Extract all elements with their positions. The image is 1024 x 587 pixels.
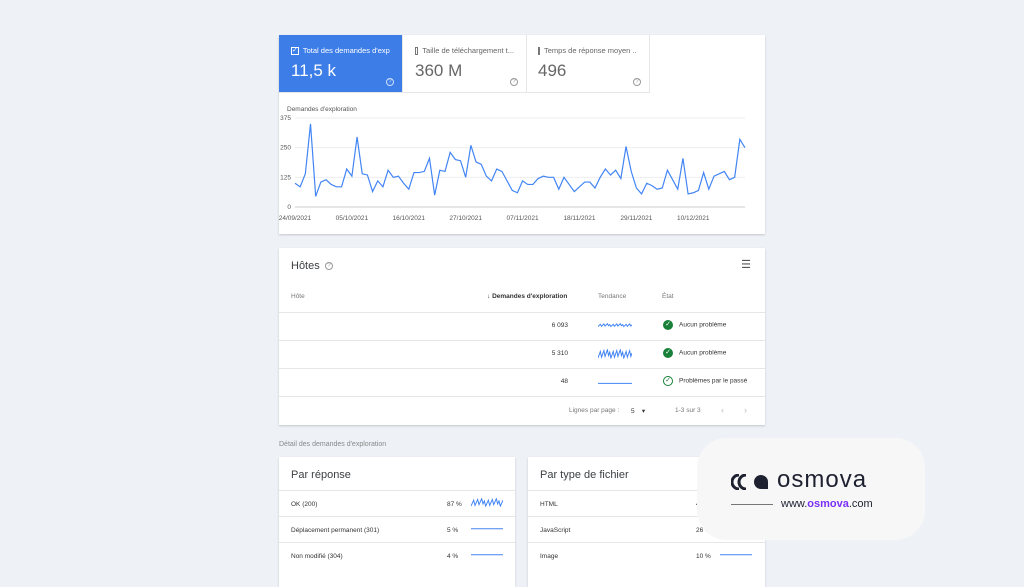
metric-download-size[interactable]: Taille de téléchargement t... 360 M ? [403, 35, 527, 93]
request-count: 6 093 [552, 322, 568, 329]
help-icon[interactable]: ? [510, 78, 518, 86]
pagination: Lignes par page : 5 ▾ 1-3 sur 3 ‹ › [279, 396, 765, 424]
checkbox-icon[interactable] [415, 47, 418, 55]
col-trend: Tendance [598, 293, 626, 300]
osmova-logo-icon [731, 474, 769, 490]
chart-title: Demandes d'exploration [287, 106, 357, 113]
by-response-card: Par réponse OK (200) 87 % Déplacement perm… [279, 457, 515, 587]
trend-sparkline [471, 524, 503, 530]
trend-sparkline [720, 550, 752, 556]
row-label: Non modifié (304) [291, 553, 343, 560]
checkbox-icon[interactable] [538, 47, 540, 55]
x-tick-label: 18/11/2021 [563, 215, 595, 222]
status-text: Aucun problème [679, 350, 726, 357]
rows-per-page-label: Lignes par page : [569, 407, 619, 414]
page-range: 1-3 sur 3 [675, 407, 701, 414]
x-tick-label: 07/11/2021 [507, 215, 539, 222]
x-tick-label: 29/11/2021 [620, 215, 652, 222]
row-label: HTML [540, 501, 558, 508]
check-circle-icon: ✓ [663, 376, 673, 386]
crawl-stats-card: ✓ Total des demandes d'expl... 11,5 k ? T… [279, 35, 765, 234]
breakdown-row[interactable]: Image 10 % [528, 542, 765, 568]
metric-label: Taille de téléchargement t... [422, 46, 514, 55]
trend-sparkline [471, 498, 503, 507]
col-requests[interactable]: ↓ Demandes d'exploration [487, 293, 567, 300]
breakdown-row[interactable]: Déplacement permanent (301) 5 % [279, 516, 515, 542]
row-percent: 10 % [696, 553, 711, 560]
filter-icon[interactable]: ☰ [741, 258, 751, 271]
metric-response-time[interactable]: Temps de réponse moyen ... 496 ? [526, 35, 650, 93]
breakdown-row[interactable]: Non modifié (304) 4 % [279, 542, 515, 568]
trend-sparkline [598, 349, 632, 359]
card-title: Par type de fichier [540, 469, 629, 481]
metric-value: 496 [538, 61, 637, 81]
table-row[interactable]: 5 310 ✓ Aucun problème [279, 340, 765, 368]
x-tick-label: 27/10/2021 [449, 215, 482, 222]
row-label: Image [540, 553, 558, 560]
metric-value: 11,5 k [291, 61, 390, 81]
row-percent: 4 % [447, 553, 458, 560]
logo-url: www.osmova.com [781, 498, 873, 510]
y-tick-label: 250 [280, 145, 291, 152]
y-tick-label: 125 [280, 174, 291, 181]
metric-total-requests[interactable]: ✓ Total des demandes d'expl... 11,5 k ? [279, 35, 403, 93]
trend-sparkline [598, 321, 632, 329]
hosts-card: Hôtes ? ☰ Hôte ↓ Demandes d'exploration … [279, 248, 765, 425]
trend-sparkline [471, 550, 503, 556]
rows-per-page-select[interactable]: 5 ▾ [631, 407, 645, 415]
prev-page-icon[interactable]: ‹ [721, 405, 724, 415]
card-title: Par réponse [291, 469, 351, 481]
metric-label: Temps de réponse moyen ... [544, 46, 637, 55]
logo-text: osmova [777, 466, 867, 494]
request-count: 48 [561, 378, 568, 385]
check-circle-icon: ✓ [663, 348, 673, 358]
y-tick-label: 375 [280, 115, 291, 122]
table-row[interactable]: 6 093 ✓ Aucun problème [279, 312, 765, 340]
breakdown-row[interactable]: OK (200) 87 % [279, 490, 515, 516]
x-tick-label: 24/09/2021 [279, 215, 312, 222]
row-percent: 5 % [447, 527, 458, 534]
status-text: Aucun problème [679, 322, 726, 329]
checkbox-checked-icon[interactable]: ✓ [291, 47, 299, 55]
request-count: 5 310 [552, 350, 568, 357]
hosts-title: Hôtes [291, 260, 320, 272]
row-label: Déplacement permanent (301) [291, 527, 379, 534]
row-label: JavaScript [540, 527, 570, 534]
help-icon[interactable]: ? [633, 78, 641, 86]
osmova-logo-overlay: osmova www.osmova.com [697, 438, 925, 540]
check-circle-icon: ✓ [663, 320, 673, 330]
divider [731, 504, 773, 505]
y-tick-label: 0 [287, 204, 291, 211]
x-tick-label: 05/10/2021 [336, 215, 369, 222]
crawl-requests-chart: Demandes d'exploration 0 125 250 375 24/09/2… [279, 95, 765, 234]
help-icon[interactable]: ? [386, 78, 394, 86]
trend-sparkline [598, 377, 632, 385]
next-page-icon[interactable]: › [744, 405, 747, 415]
table-row[interactable]: 48 ✓ Problèmes par le passé [279, 368, 765, 396]
col-host: Hôte [291, 293, 305, 300]
status-text: Problèmes par le passé [679, 378, 747, 385]
x-tick-label: 16/10/2021 [393, 215, 426, 222]
row-label: OK (200) [291, 501, 317, 508]
help-icon[interactable]: ? [325, 262, 333, 270]
series-line [295, 124, 745, 196]
metric-value: 360 M [415, 61, 514, 81]
col-status: État [662, 293, 674, 300]
row-percent: 87 % [447, 501, 462, 508]
x-tick-label: 10/12/2021 [677, 215, 710, 222]
section-label: Détail des demandes d'exploration [279, 441, 386, 448]
metric-label: Total des demandes d'expl... [303, 46, 390, 55]
